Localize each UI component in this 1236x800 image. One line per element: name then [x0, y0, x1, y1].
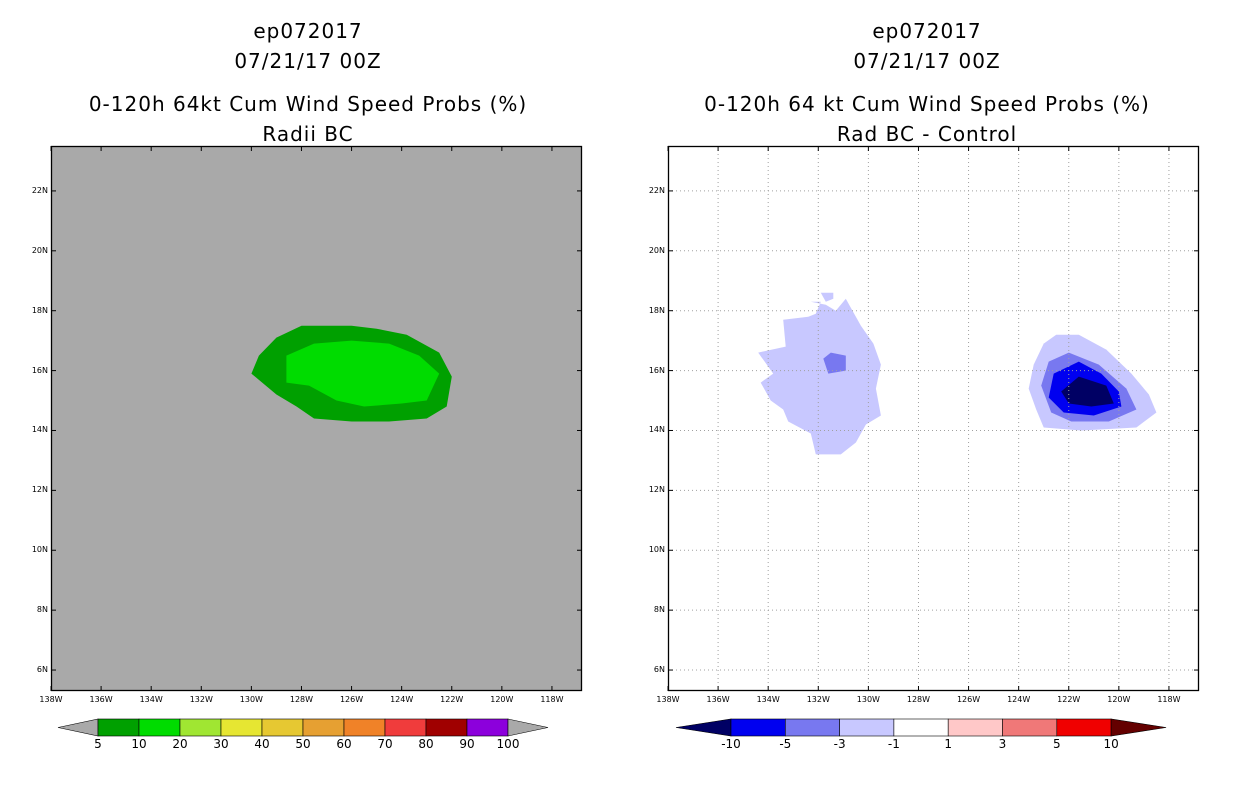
x-tick-label: 122W: [440, 695, 464, 704]
colorbar-segment: [1002, 718, 1058, 737]
colorbar-label: 5: [94, 737, 102, 751]
y-tick-label: 8N: [653, 605, 665, 615]
colorbar-segment: [947, 718, 1003, 737]
right-title-subtitle: Rad BC - Control: [836, 122, 1018, 146]
colorbar-label: 100: [496, 737, 520, 751]
right-title-product: 0-120h 64 kt Cum Wind Speed Probs (%): [704, 92, 1150, 116]
x-tick-label: 134W: [139, 695, 163, 704]
right-chart-title: ep072017 07/21/17 00Z 0-120h 64 kt Cum W…: [627, 16, 1227, 149]
colorbar-label: 10: [131, 737, 147, 751]
y-tick-label: 22N: [31, 185, 48, 195]
contour-level-neg3-4: [823, 352, 846, 374]
colorbar-label: 30: [213, 737, 229, 751]
x-tick-label: 132W: [806, 695, 830, 704]
x-tick-label: 118W: [1157, 695, 1181, 704]
colorbar-label: 80: [418, 737, 434, 751]
x-tick-label: 130W: [239, 695, 263, 704]
x-tick-label: 118W: [540, 695, 564, 704]
colorbar-label: -1: [887, 737, 900, 751]
y-tick-label: 10N: [648, 545, 665, 555]
colorbar-segment: [730, 718, 786, 737]
x-tick-label: 120W: [490, 695, 514, 704]
colorbar-label: -3: [833, 737, 846, 751]
x-tick-label: 124W: [1007, 695, 1031, 704]
colorbar-label: -10: [721, 737, 741, 751]
colorbar-right-arrow: [507, 718, 549, 737]
x-tick-label: 124W: [390, 695, 414, 704]
x-tick-label: 126W: [956, 695, 981, 704]
colorbar-label: 70: [377, 737, 393, 751]
colorbar-label: 90: [459, 737, 475, 751]
colorbar-segment: [839, 718, 895, 737]
y-tick-label: 14N: [31, 425, 48, 435]
contour-level-neg1-0: [758, 298, 881, 455]
y-tick-label: 20N: [31, 245, 48, 255]
colorbar-label: 20: [172, 737, 188, 751]
y-tick-label: 6N: [653, 665, 665, 675]
y-tick-label: 14N: [648, 425, 665, 435]
x-tick-label: 134W: [756, 695, 780, 704]
x-tick-label: 132W: [189, 695, 213, 704]
colorbar-label: 60: [336, 737, 352, 751]
colorbar-label: 50: [295, 737, 311, 751]
y-tick-label: 16N: [31, 365, 48, 375]
x-tick-label: 136W: [706, 695, 730, 704]
colorbar-label: 5: [1052, 737, 1061, 751]
x-tick-label: 130W: [856, 695, 880, 704]
colorbar-label: 40: [254, 737, 270, 751]
y-tick-label: 22N: [648, 185, 665, 195]
map-frame: [667, 145, 1200, 692]
map-frame: [50, 145, 583, 692]
y-tick-label: 16N: [648, 365, 665, 375]
x-tick-label: 120W: [1107, 695, 1131, 704]
y-tick-label: 6N: [36, 665, 48, 675]
x-tick-label: 138W: [656, 695, 680, 704]
left-title-storm-id: ep072017: [253, 19, 363, 43]
colorbar-segment: [1056, 718, 1112, 737]
y-tick-label: 8N: [36, 605, 48, 615]
right-title-storm-id: ep072017: [872, 19, 982, 43]
colorbar-segment: [893, 718, 949, 737]
y-tick-label: 20N: [648, 245, 665, 255]
colorbar-right-arrow: [1110, 718, 1167, 737]
left-title-product: 0-120h 64kt Cum Wind Speed Probs (%): [88, 92, 528, 116]
x-tick-label: 138W: [39, 695, 63, 704]
contour-level-neg1-1: [820, 292, 834, 302]
colorbar-label: 10: [1103, 737, 1119, 751]
x-tick-label: 126W: [339, 695, 364, 704]
y-tick-label: 18N: [648, 305, 665, 315]
left-chart-title: ep072017 07/21/17 00Z 0-120h 64kt Cum Wi…: [8, 16, 608, 149]
left-title-date: 07/21/17 00Z: [234, 49, 382, 73]
colorbar-label: -5: [779, 737, 792, 751]
contour-level-10-1: [286, 340, 440, 407]
x-tick-label: 122W: [1057, 695, 1081, 704]
right-title-date: 07/21/17 00Z: [853, 49, 1001, 73]
colorbar-segment: [784, 718, 840, 737]
colorbar-left-arrow: [675, 718, 732, 737]
left-title-subtitle: Radii BC: [262, 122, 354, 146]
x-tick-label: 128W: [906, 695, 931, 704]
y-tick-label: 12N: [31, 485, 48, 495]
contour-level-neg10-6: [1061, 376, 1114, 407]
y-tick-label: 10N: [31, 545, 48, 555]
y-tick-label: 18N: [31, 305, 48, 315]
x-tick-label: 136W: [89, 695, 113, 704]
colorbar-label: 3: [998, 737, 1007, 751]
y-tick-label: 12N: [648, 485, 665, 495]
colorbar-label: 1: [944, 737, 952, 751]
x-tick-label: 128W: [289, 695, 314, 704]
